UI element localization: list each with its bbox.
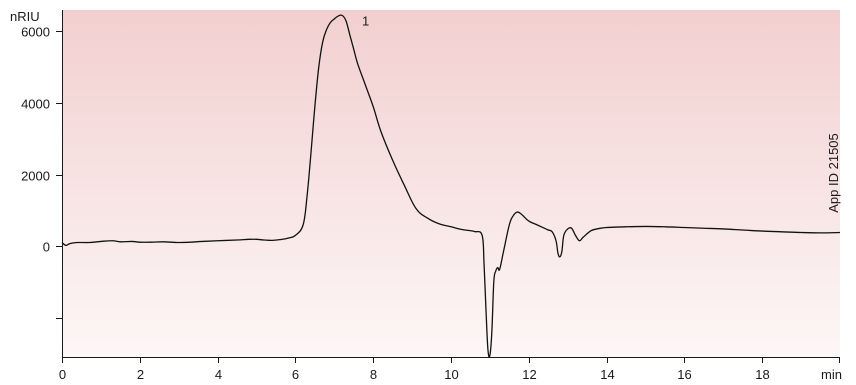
x-tick-label: 16 (677, 367, 691, 382)
chromatogram-trace (61, 14, 841, 358)
x-tick-label: 18 (755, 367, 769, 382)
peak-label: 1 (362, 13, 369, 28)
y-axis-unit-label: nRIU (10, 9, 40, 24)
y-tick-label: 4000 (21, 97, 50, 112)
x-tick-label: 10 (444, 367, 458, 382)
x-tick-label: 4 (215, 367, 222, 382)
x-tick-label: 8 (370, 367, 377, 382)
y-tick-label: 6000 (21, 25, 50, 40)
y-axis-ticks: 0 2000 4000 6000 (21, 25, 62, 319)
x-tick-label: 14 (600, 367, 614, 382)
y-tick-label: 2000 (21, 169, 50, 184)
x-tick-label: 0 (59, 367, 66, 382)
x-axis-ticks: 0 2 4 6 8 10 12 14 16 18 (59, 357, 840, 382)
plot-background (62, 10, 840, 357)
x-tick-label: 12 (522, 367, 536, 382)
x-axis-unit-label: min (821, 367, 842, 382)
peak-labels: 1 (362, 13, 369, 28)
app-id-label: App ID 21505 (826, 133, 841, 213)
x-tick-label: 6 (292, 367, 299, 382)
x-tick-label: 2 (137, 367, 144, 382)
y-tick-label: 0 (43, 240, 50, 255)
